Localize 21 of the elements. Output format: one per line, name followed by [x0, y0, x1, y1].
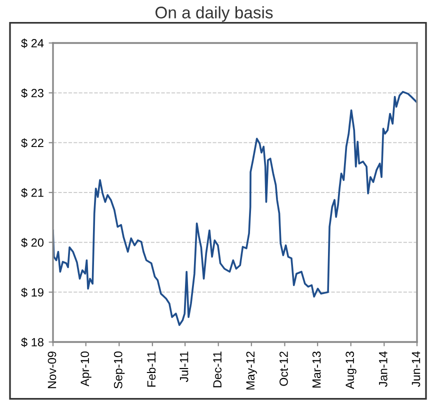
- x-tick-label: Jul-11: [180, 352, 188, 382]
- y-tick-label: $ 23: [21, 88, 44, 98]
- x-tick-label: May-12: [246, 352, 257, 390]
- x-tick-label: Oct-12: [280, 352, 288, 386]
- y-tick-label: $ 19: [21, 288, 44, 298]
- y-tick-label: $ 24: [21, 38, 44, 48]
- x-tick-label: Feb-11: [146, 352, 156, 387]
- x-tick-label: Dec-11: [213, 352, 222, 388]
- y-tick-label: $ 18: [21, 338, 44, 348]
- y-tick-label: $ 20: [21, 238, 44, 248]
- x-tick-label: Jan-14: [379, 351, 388, 387]
- x-tick-label: Nov-09: [48, 352, 56, 388]
- x-tick-label: Mar-13: [312, 352, 321, 388]
- line-series: [53, 90, 417, 326]
- y-tick-label: $ 22: [21, 138, 44, 148]
- x-tick-label: Apr-10: [80, 351, 92, 386]
- x-tick-label: Jun-14: [412, 351, 420, 387]
- chart-title: On a daily basis: [156, 6, 273, 22]
- x-tick-label: Aug-13: [346, 352, 356, 390]
- x-tick-label: Sep-10: [114, 351, 125, 389]
- y-tick-label: $ 21: [21, 188, 44, 198]
